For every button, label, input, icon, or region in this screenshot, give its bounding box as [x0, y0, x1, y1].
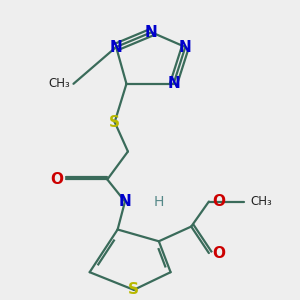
Text: O: O [50, 172, 63, 187]
Text: S: S [109, 115, 120, 130]
Text: H: H [154, 194, 164, 208]
Text: N: N [110, 40, 122, 55]
Text: O: O [212, 246, 225, 261]
Text: N: N [167, 76, 180, 91]
Text: S: S [128, 282, 139, 297]
Text: O: O [212, 194, 225, 209]
Text: N: N [179, 40, 192, 55]
Text: N: N [118, 194, 131, 209]
Text: N: N [145, 25, 158, 40]
Text: CH₃: CH₃ [49, 77, 70, 90]
Text: CH₃: CH₃ [250, 195, 272, 208]
